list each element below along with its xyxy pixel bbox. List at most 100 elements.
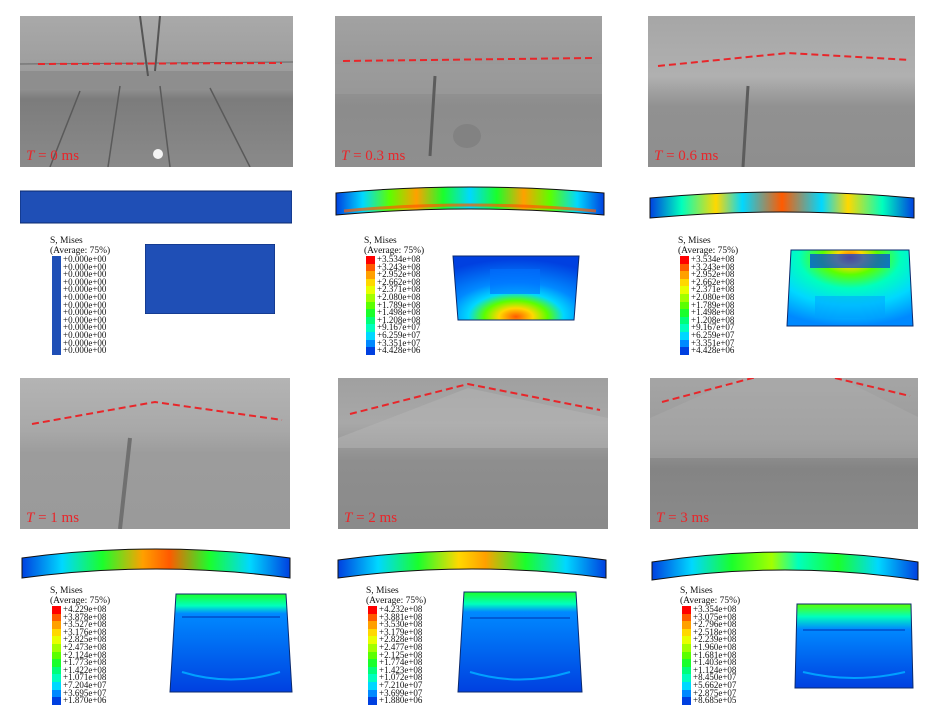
legend-swatch bbox=[680, 301, 689, 310]
legend-subtitle: (Average: 75%) bbox=[678, 246, 739, 256]
legend-row: +2.124e+08 bbox=[50, 649, 110, 660]
legend-swatch bbox=[680, 331, 689, 340]
photo-t06: T = 0.6 ms bbox=[648, 16, 915, 167]
deflection-line-t03 bbox=[342, 57, 596, 62]
legend-value: +0.000e+00 bbox=[63, 337, 107, 348]
legend-row: +1.124e+08 bbox=[680, 664, 740, 675]
legend-value: +1.789e+08 bbox=[691, 299, 735, 310]
beam-model-t1 bbox=[21, 548, 291, 579]
legend-row: +0.000e+00 bbox=[50, 291, 110, 302]
legend-row: +3.534e+08 bbox=[678, 255, 738, 264]
legend-swatch bbox=[680, 286, 689, 294]
legend-swatch bbox=[680, 263, 689, 272]
legend-row: +9.167e+07 bbox=[678, 323, 738, 332]
legend-swatch bbox=[52, 666, 61, 675]
legend-swatch bbox=[682, 643, 691, 652]
legend-value: +4.428e+06 bbox=[691, 345, 735, 356]
legend-row: +2.952e+08 bbox=[364, 270, 424, 279]
legend-swatch bbox=[682, 697, 691, 705]
legend-value: +1.208e+08 bbox=[691, 314, 735, 325]
legend-swatch bbox=[682, 681, 691, 690]
legend-value: +2.477e+08 bbox=[379, 641, 423, 652]
legend-row: +1.870e+06 bbox=[50, 696, 110, 705]
legend-swatch bbox=[52, 271, 61, 279]
legend-swatch bbox=[368, 674, 377, 682]
legend-swatch bbox=[368, 697, 377, 705]
legend-value: +3.351e+07 bbox=[377, 337, 421, 348]
legend-row: +4.428e+06 bbox=[364, 345, 424, 356]
legend-value: +2.124e+08 bbox=[63, 649, 107, 660]
legend-row: +3.354e+08 bbox=[680, 605, 740, 614]
legend-swatch bbox=[368, 606, 377, 614]
legend-t2: S, Mises (Average: 75%) +4.232e+08 +3.881… bbox=[366, 586, 426, 705]
legend-swatch bbox=[366, 271, 375, 279]
legend-swatch bbox=[52, 681, 61, 690]
legend-t0: S, Mises (Average: 75%) +0.000e+00 +0.000… bbox=[50, 236, 110, 355]
legend-swatch bbox=[52, 689, 61, 698]
legend-t06: S, Mises (Average: 75%) +3.534e+08 +3.243… bbox=[678, 236, 738, 355]
legend-swatch bbox=[368, 659, 377, 667]
legend-swatch bbox=[680, 339, 689, 348]
legend-value: +4.428e+06 bbox=[377, 345, 421, 356]
legend-swatch bbox=[366, 278, 375, 287]
legend-swatch bbox=[680, 316, 689, 325]
legend-swatch bbox=[368, 621, 377, 629]
legend-swatch bbox=[680, 256, 689, 264]
legend-swatch bbox=[52, 293, 61, 302]
legend-value: +3.527e+08 bbox=[63, 619, 107, 630]
legend-value: +1.498e+08 bbox=[377, 307, 421, 318]
legend-swatch bbox=[52, 674, 61, 682]
legend-swatch bbox=[368, 681, 377, 690]
legend-row: +1.071e+08 bbox=[50, 673, 110, 682]
legend-value: +4.232e+08 bbox=[379, 604, 423, 614]
legend-subtitle: (Average: 75%) bbox=[50, 246, 111, 256]
legend-swatch bbox=[680, 271, 689, 279]
legend-row: +9.167e+07 bbox=[364, 323, 424, 332]
legend-value: +0.000e+00 bbox=[63, 269, 107, 280]
legend-row: +4.232e+08 bbox=[366, 604, 426, 614]
legend-swatch bbox=[682, 674, 691, 682]
legend-value: +0.000e+00 bbox=[63, 276, 107, 287]
legend-swatch bbox=[52, 301, 61, 310]
legend-swatch bbox=[52, 697, 61, 705]
legend-value: +2.518e+08 bbox=[693, 626, 737, 637]
legend-title: S, Mises bbox=[680, 586, 713, 596]
legend-value: +6.259e+07 bbox=[691, 329, 735, 340]
legend-value: +2.239e+08 bbox=[693, 634, 737, 645]
legend-swatch bbox=[52, 347, 61, 355]
legend-row: +5.662e+07 bbox=[680, 680, 740, 690]
legend-swatch bbox=[52, 309, 61, 317]
legend-row: +2.080e+08 bbox=[678, 291, 738, 302]
legend-value: +3.695e+07 bbox=[63, 687, 107, 698]
legend-row: +1.403e+08 bbox=[680, 658, 740, 667]
photo-t0: T = 0 ms bbox=[20, 16, 293, 167]
legend-value: +1.880e+06 bbox=[379, 695, 423, 706]
legend-swatch bbox=[682, 628, 691, 637]
legend-value: +2.473e+08 bbox=[63, 641, 107, 652]
legend-swatch bbox=[366, 293, 375, 302]
legend-value: +2.080e+08 bbox=[691, 291, 735, 302]
deflection-line-t3-right bbox=[834, 378, 911, 397]
legend-row: +0.000e+00 bbox=[50, 269, 110, 280]
legend-value: +2.875e+07 bbox=[693, 687, 737, 698]
beam-model-t2 bbox=[337, 550, 607, 579]
deflection-line-t2 bbox=[349, 382, 601, 415]
legend-row: +0.000e+00 bbox=[50, 300, 110, 310]
beam-model-t3 bbox=[651, 551, 919, 581]
time-label-t06: T = 0.6 ms bbox=[654, 148, 719, 164]
legend-value: +0.000e+00 bbox=[63, 291, 107, 302]
legend-swatch bbox=[682, 651, 691, 660]
legend-row: +1.789e+08 bbox=[364, 300, 424, 310]
experiment-photo-t2 bbox=[338, 378, 608, 529]
legend-row: +1.498e+08 bbox=[364, 307, 424, 318]
legend-value: +1.124e+08 bbox=[693, 664, 737, 675]
legend-swatch bbox=[52, 606, 61, 614]
legend-title: S, Mises bbox=[50, 586, 83, 596]
legend-row: +6.259e+07 bbox=[678, 329, 738, 340]
legend-swatch bbox=[52, 636, 61, 644]
photo-t03: T = 0.3 ms bbox=[335, 16, 602, 167]
legend-row: +3.243e+08 bbox=[364, 262, 424, 272]
legend-row: +1.880e+06 bbox=[366, 695, 426, 706]
legend-subtitle: (Average: 75%) bbox=[366, 596, 427, 606]
cross-section-model-t06 bbox=[786, 249, 914, 327]
